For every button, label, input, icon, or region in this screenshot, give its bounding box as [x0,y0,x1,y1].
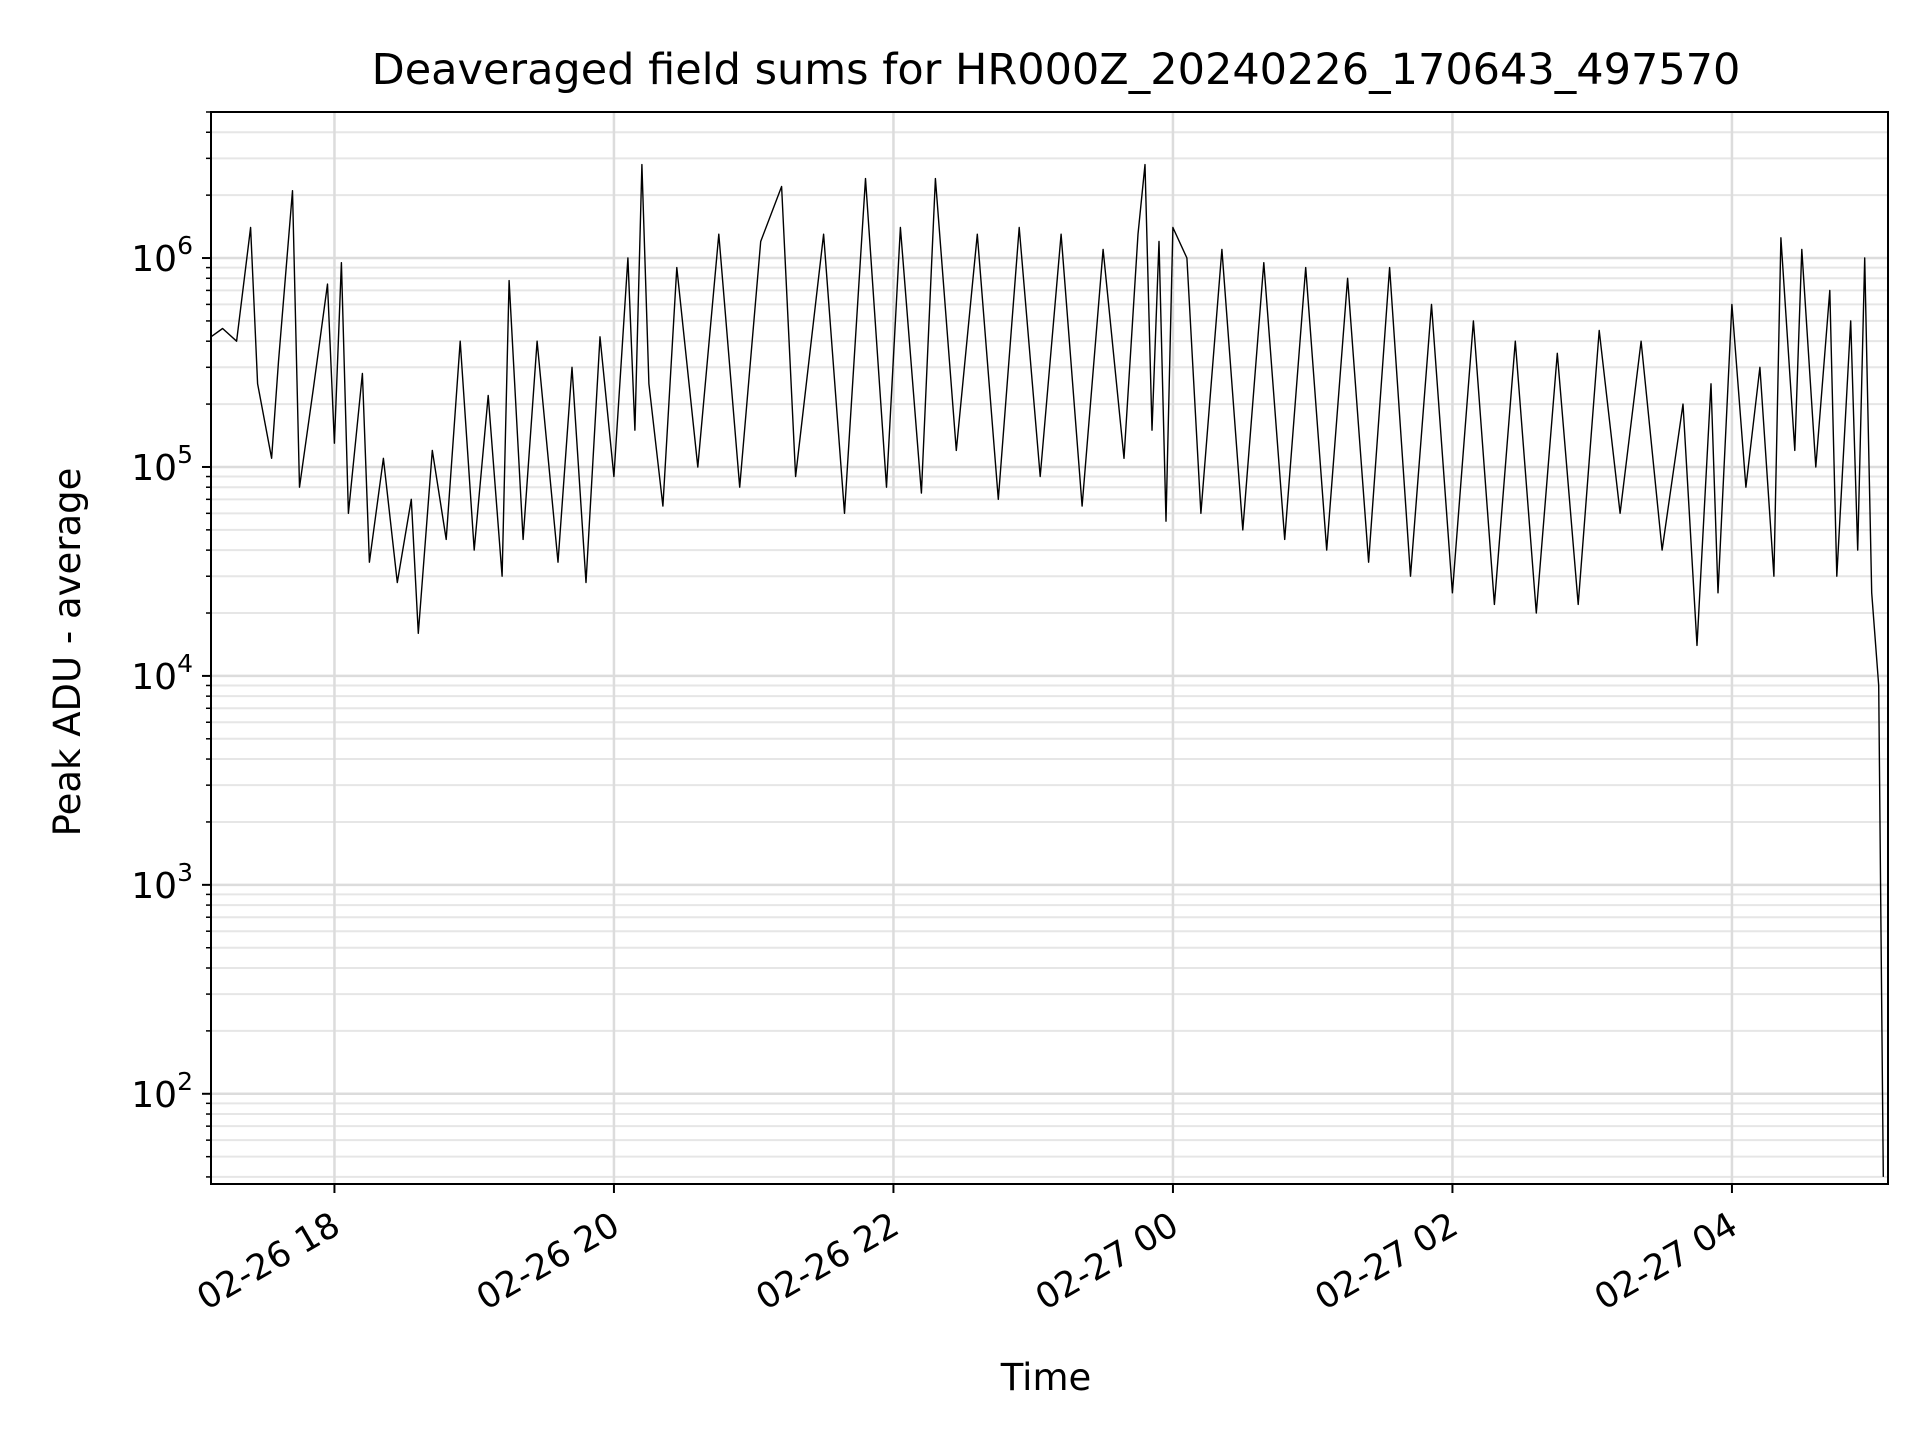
y-axis-label: Peak ADU - average [46,468,89,837]
y-tick-label: 104 [131,649,193,698]
x-axis-label: Time [1000,1356,1092,1399]
y-tick-label: 105 [131,440,193,489]
x-tick-label: 02-27 00 [1029,1205,1185,1318]
x-tick-label: 02-26 22 [750,1205,906,1318]
x-tick-label: 02-27 04 [1588,1205,1744,1318]
plot-frame [210,111,1889,1185]
x-tick-label: 02-27 02 [1309,1205,1465,1318]
y-tick-label: 102 [131,1067,193,1116]
x-tick-label: 02-26 18 [191,1205,347,1318]
grid [211,111,1888,1184]
series-line [210,163,1885,1177]
x-tick-label: 02-26 20 [470,1205,626,1318]
y-tick-label: 103 [131,858,193,907]
y-tick-label: 106 [131,231,193,280]
chart-title: Deaveraged field sums for HR000Z_2024022… [372,45,1741,95]
series-layer [210,163,1885,1177]
ticks: 102 103 104 105 106 02-26 18 02-26 20 02-26 22 0… [131,111,1744,1318]
